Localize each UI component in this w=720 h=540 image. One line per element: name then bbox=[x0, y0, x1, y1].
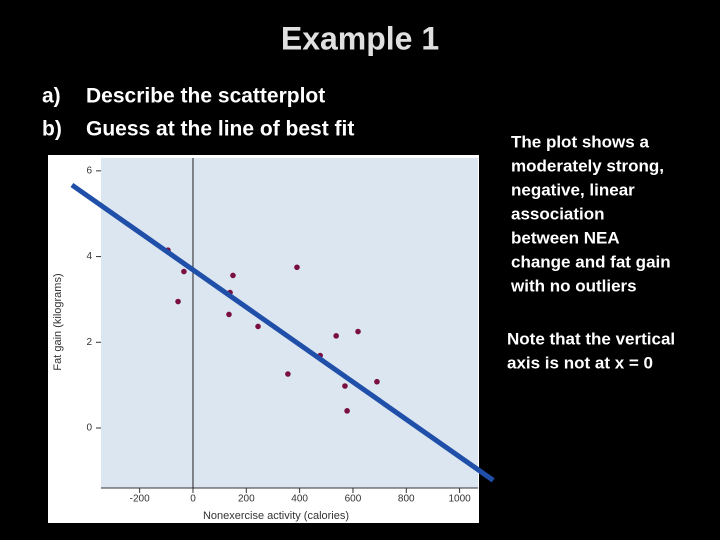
item-marker: b) bbox=[42, 118, 62, 141]
x-tick-label: 1000 bbox=[448, 494, 471, 505]
answer-line: association bbox=[511, 204, 605, 223]
x-tick-label: 600 bbox=[345, 494, 362, 505]
y-tick-label: 6 bbox=[86, 165, 92, 176]
slide-title: Example 1 bbox=[281, 20, 439, 56]
point bbox=[175, 298, 181, 305]
answer-line: with no outliers bbox=[510, 276, 637, 295]
x-tick-label: 200 bbox=[238, 494, 255, 505]
point bbox=[333, 333, 339, 339]
point bbox=[344, 408, 350, 414]
y-tick-label: 0 bbox=[86, 423, 92, 434]
point bbox=[374, 378, 380, 385]
fit-line bbox=[70, 182, 495, 483]
x-tick-label: 800 bbox=[398, 494, 415, 505]
x-tick-label: -200 bbox=[130, 494, 150, 505]
plot-area bbox=[101, 158, 478, 488]
answer-line: moderately strong, bbox=[511, 156, 664, 175]
slide-text: The plot shows a moderately strong, negati… bbox=[507, 132, 675, 372]
answer-line: negative, linear bbox=[511, 180, 635, 199]
answer-line: between NEA bbox=[511, 228, 620, 247]
answer-line: change and fat gain bbox=[511, 252, 671, 271]
y-tick-label: 4 bbox=[86, 251, 92, 262]
x-axis-label: Nonexercise activity (calories) bbox=[203, 510, 349, 522]
point bbox=[181, 268, 187, 275]
point bbox=[294, 264, 300, 271]
note-line: axis is not at x = 0 bbox=[507, 353, 653, 372]
note-line: Note that the vertical bbox=[507, 329, 675, 348]
answer-line: The plot shows a bbox=[511, 132, 649, 151]
point bbox=[355, 328, 361, 335]
point bbox=[226, 311, 232, 318]
point bbox=[255, 323, 261, 330]
x-tick-label: 400 bbox=[291, 494, 308, 505]
y-tick-label: 2 bbox=[86, 337, 92, 348]
item-marker: a) bbox=[42, 85, 61, 108]
point bbox=[285, 371, 291, 377]
point bbox=[342, 383, 348, 389]
x-tick-label: 0 bbox=[190, 494, 196, 505]
item-text: Guess at the line of best fit bbox=[86, 118, 354, 141]
y-axis-label: Fat gain (kilograms) bbox=[52, 273, 64, 370]
point bbox=[230, 272, 236, 279]
item-text: Describe the scatterplot bbox=[86, 85, 325, 108]
chart: -200 0 200 400 600 800 1000 0 2 4 6 bbox=[70, 158, 495, 505]
